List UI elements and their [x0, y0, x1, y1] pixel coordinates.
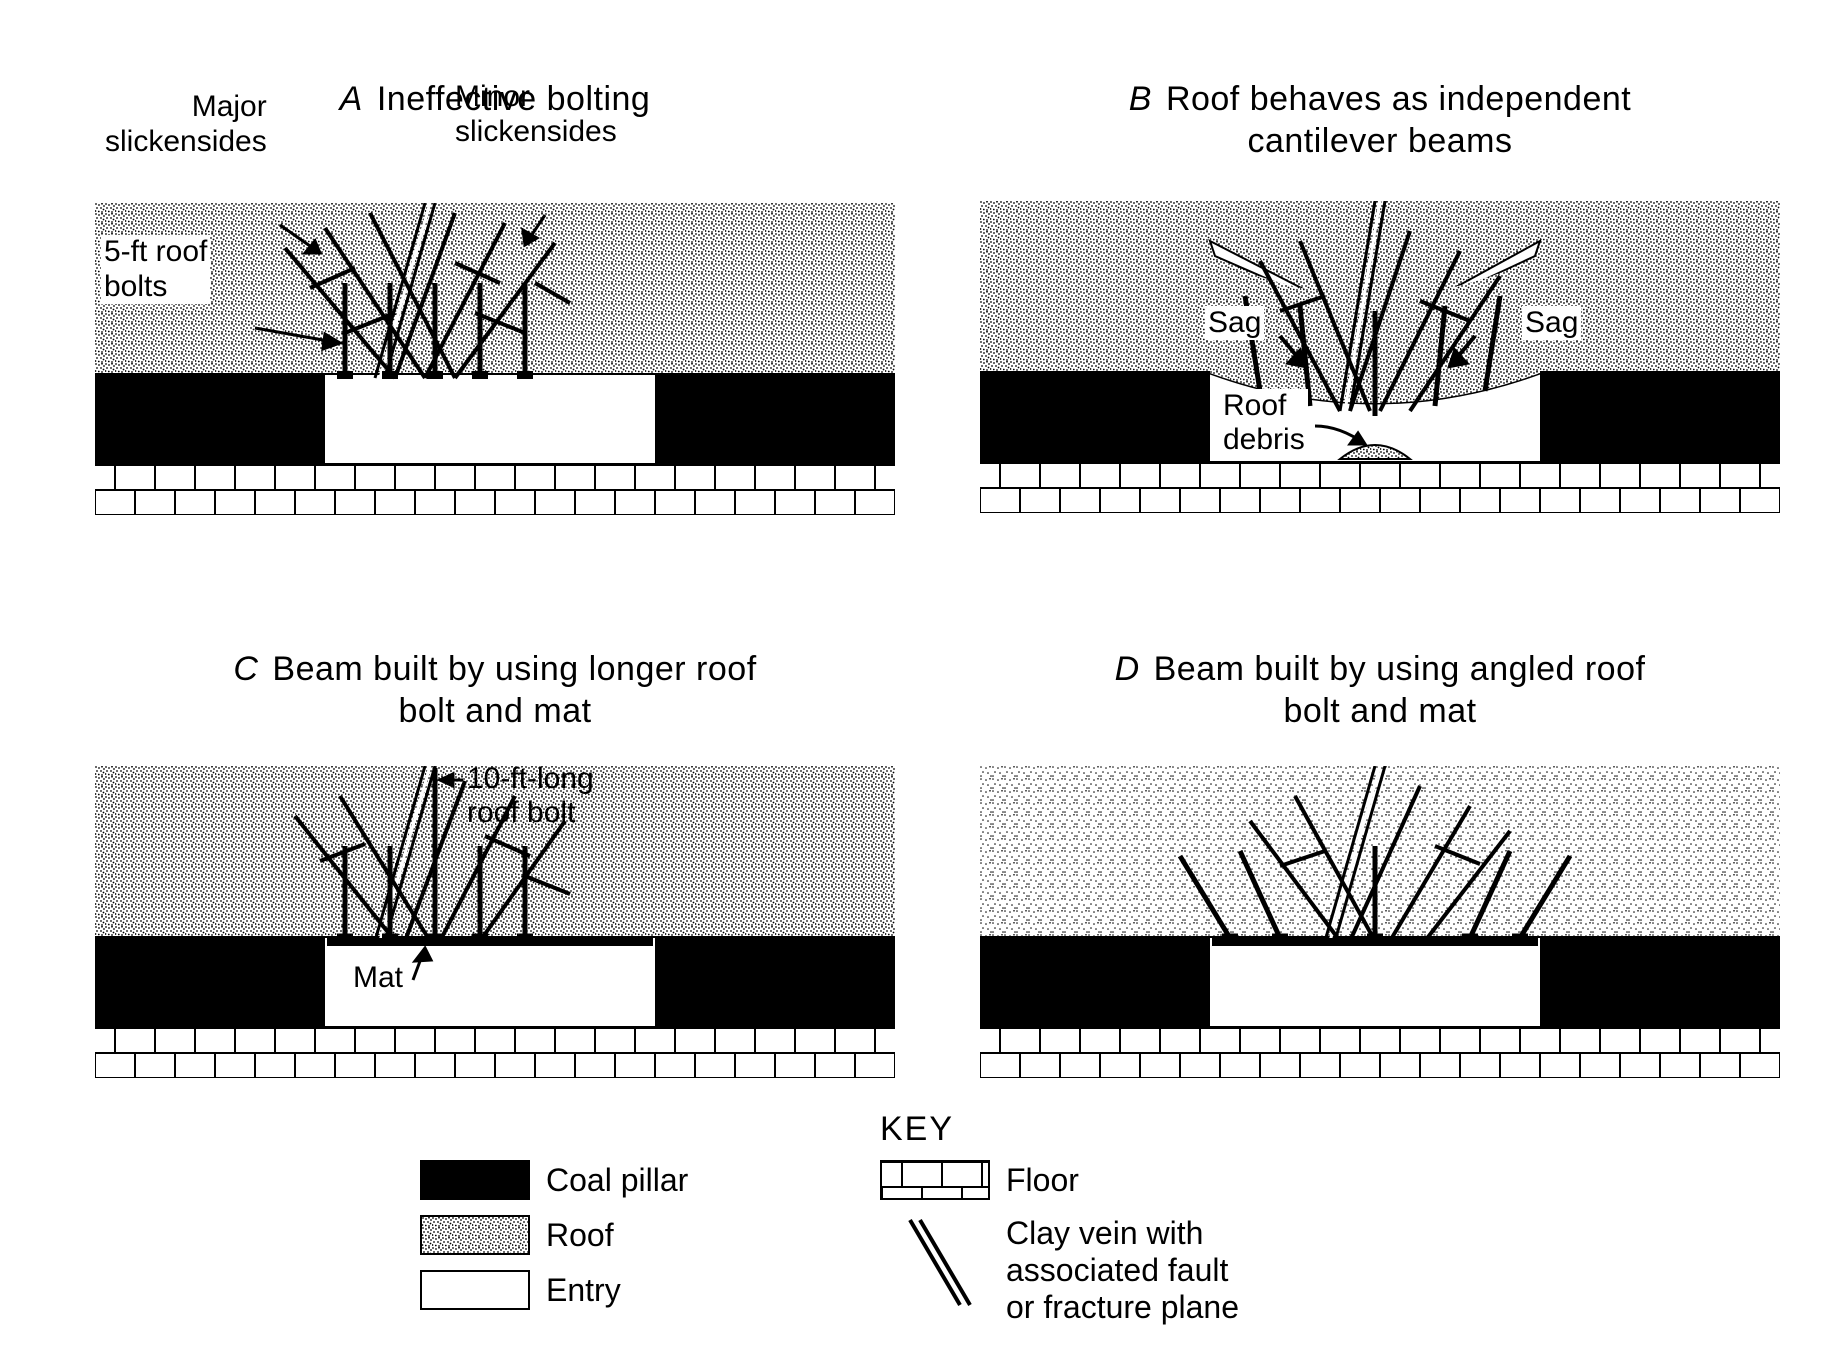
panel-b-letter: B: [1129, 80, 1166, 118]
swatch-entry-icon: [420, 1270, 530, 1310]
coal-pillar-left: [95, 373, 325, 463]
panel-d-title: DBeam built by using angled roof bolt an…: [980, 605, 1780, 733]
panel-b-section: Sag Sag Roof debris: [980, 201, 1780, 511]
legend-label: Coal pillar: [546, 1162, 688, 1199]
panel-c: CBeam built by using longer roof bolt an…: [95, 605, 895, 1076]
swatch-roof-icon: [420, 1215, 530, 1255]
coal-pillar-right: [1540, 371, 1780, 461]
legend-item-entry: Entry: [420, 1270, 621, 1310]
floor-band: [980, 1026, 1780, 1078]
panel-c-letter: C: [233, 650, 272, 688]
coal-pillar-left: [980, 371, 1210, 461]
panel-d: DBeam built by using angled roof bolt an…: [980, 605, 1780, 1076]
panel-d-title-text: Beam built by using angled roof bolt and…: [1154, 650, 1646, 731]
floor-band: [95, 463, 895, 515]
legend-label: Entry: [546, 1272, 621, 1309]
coal-pillar-right: [655, 936, 895, 1026]
swatch-vein-icon: [880, 1215, 990, 1310]
panel-b-title-text: Roof behaves as independent cantilever b…: [1166, 80, 1631, 161]
callout-mat: Mat: [350, 961, 406, 996]
swatch-floor-icon: [880, 1160, 990, 1200]
callout-sag-right: Sag: [1522, 306, 1581, 341]
panel-c-section: 10-ft-long roof bolt Mat: [95, 766, 895, 1076]
legend-label: Roof: [546, 1217, 614, 1254]
entry-opening: [325, 373, 655, 465]
panel-c-title: CBeam built by using longer roof bolt an…: [95, 605, 895, 733]
legend-item-roof: Roof: [420, 1215, 614, 1255]
legend-title: KEY: [880, 1110, 954, 1149]
entry-opening: [1210, 936, 1540, 1028]
callout-5ft-bolts: 5-ft roof bolts: [101, 235, 210, 304]
floor-band: [980, 461, 1780, 513]
figure: AIneffective bolting: [0, 0, 1837, 1349]
roof-band: [980, 766, 1780, 936]
panel-d-section: [980, 766, 1780, 1076]
legend-item-coal: Coal pillar: [420, 1160, 688, 1200]
roof-band: [980, 201, 1780, 371]
callout-major-slickensides: Major slickensides: [105, 90, 267, 159]
legend-label: Floor: [1006, 1162, 1079, 1199]
panel-a-section: [95, 203, 895, 513]
swatch-coal-icon: [420, 1160, 530, 1200]
legend-label: Clay vein with associated fault or fract…: [1006, 1215, 1239, 1325]
panel-a-letter: A: [340, 80, 377, 118]
callout-minor-slickensides: Minor slickensides: [455, 80, 617, 149]
roof-band: [95, 203, 895, 373]
callout-10ft-bolt: 10-ft-long roof bolt: [467, 762, 594, 831]
legend-item-vein: Clay vein with associated fault or fract…: [880, 1215, 1239, 1325]
panel-d-letter: D: [1115, 650, 1154, 688]
panel-b: BRoof behaves as independent cantilever …: [980, 35, 1780, 511]
panel-b-title: BRoof behaves as independent cantilever …: [980, 35, 1780, 163]
callout-sag-left: Sag: [1205, 306, 1264, 341]
coal-pillar-right: [655, 373, 895, 463]
panel-c-title-text: Beam built by using longer roof bolt and…: [272, 650, 756, 731]
coal-pillar-left: [95, 936, 325, 1026]
callout-roof-debris: Roof debris: [1220, 389, 1308, 458]
panel-a: AIneffective bolting: [95, 35, 895, 513]
coal-pillar-right: [1540, 936, 1780, 1026]
floor-band: [95, 1026, 895, 1078]
legend-item-floor: Floor: [880, 1160, 1079, 1200]
coal-pillar-left: [980, 936, 1210, 1026]
